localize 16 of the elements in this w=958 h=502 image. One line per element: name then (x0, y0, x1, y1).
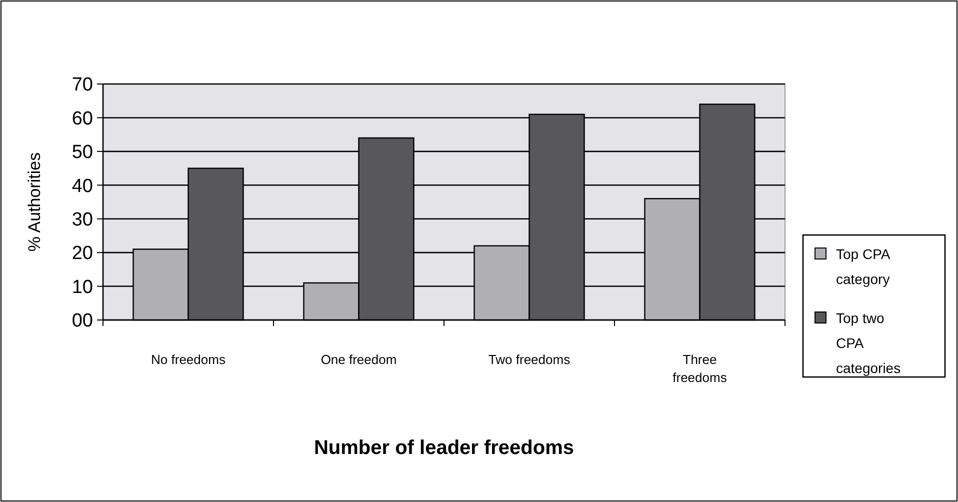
x-tick-label: One freedom (320, 352, 397, 367)
x-tick-label: Three freedoms (672, 352, 728, 385)
y-tick-label: 40 (72, 176, 93, 197)
x-tick-label: Two freedoms (488, 352, 571, 367)
legend-label: Top two CPA categories (836, 310, 901, 376)
x-axis-title: Number of leader freedoms (314, 437, 574, 459)
legend-label: Top CPA category (836, 246, 891, 287)
y-tick-label: 10 (72, 276, 93, 298)
y-tick-label: 20 (72, 243, 93, 264)
y-tick-label: 50 (72, 142, 93, 164)
y-tick-label: 70 (72, 74, 93, 96)
y-tick-label: 60 (72, 108, 93, 130)
x-tick-label: No freedoms (151, 352, 226, 367)
y-axis-title: % Authorities (25, 152, 44, 252)
y-tick-label: 00 (72, 310, 93, 332)
y-tick-label: 30 (72, 210, 93, 231)
